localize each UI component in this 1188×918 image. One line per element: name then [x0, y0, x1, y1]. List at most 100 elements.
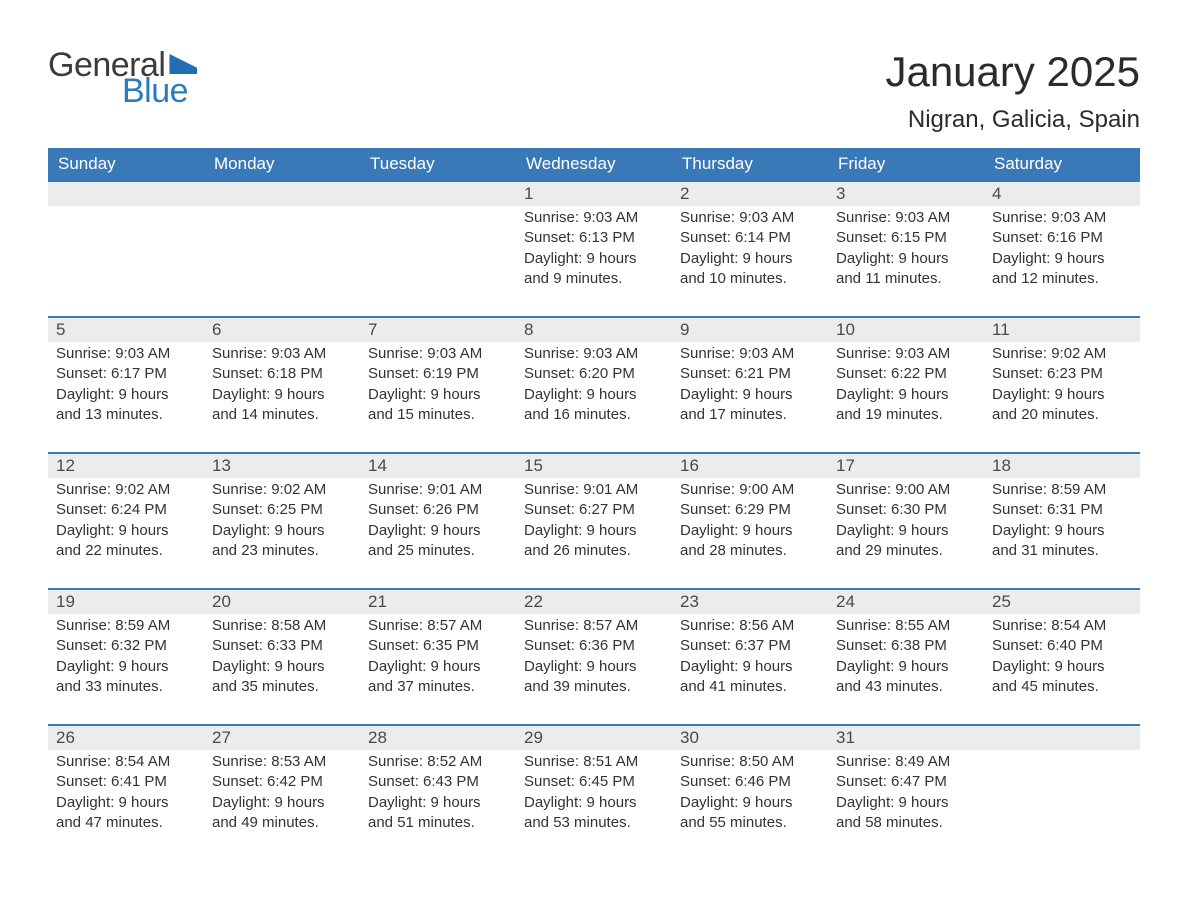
day-number: 17 [828, 454, 984, 478]
day-line: and 23 minutes. [212, 541, 352, 561]
week-row: 26Sunrise: 8:54 AMSunset: 6:41 PMDayligh… [48, 724, 1140, 860]
day-body: Sunrise: 9:01 AMSunset: 6:26 PMDaylight:… [360, 478, 516, 567]
day-cell: 3Sunrise: 9:03 AMSunset: 6:15 PMDaylight… [828, 180, 984, 316]
day-line: and 10 minutes. [680, 269, 820, 289]
day-line: Sunrise: 9:03 AM [836, 344, 976, 364]
day-line: Sunset: 6:16 PM [992, 228, 1132, 248]
day-line: Daylight: 9 hours [56, 793, 196, 813]
day-cell: 21Sunrise: 8:57 AMSunset: 6:35 PMDayligh… [360, 588, 516, 724]
day-line: Sunset: 6:35 PM [368, 636, 508, 656]
day-body: Sunrise: 8:57 AMSunset: 6:35 PMDaylight:… [360, 614, 516, 703]
day-number: 20 [204, 590, 360, 614]
day-line: Sunset: 6:43 PM [368, 772, 508, 792]
day-cell: 27Sunrise: 8:53 AMSunset: 6:42 PMDayligh… [204, 724, 360, 860]
day-line: Daylight: 9 hours [680, 521, 820, 541]
day-line: Sunrise: 8:54 AM [992, 616, 1132, 636]
day-line: Sunset: 6:40 PM [992, 636, 1132, 656]
day-line: and 37 minutes. [368, 677, 508, 697]
day-cell: 11Sunrise: 9:02 AMSunset: 6:23 PMDayligh… [984, 316, 1140, 452]
day-line: Sunset: 6:17 PM [56, 364, 196, 384]
day-number: 31 [828, 726, 984, 750]
day-line: Sunset: 6:21 PM [680, 364, 820, 384]
day-line: Sunset: 6:42 PM [212, 772, 352, 792]
day-line: Sunset: 6:33 PM [212, 636, 352, 656]
day-line: and 11 minutes. [836, 269, 976, 289]
day-line: and 51 minutes. [368, 813, 508, 833]
day-line: Sunrise: 8:51 AM [524, 752, 664, 772]
logo-text-blue: Blue [122, 74, 197, 108]
day-body: Sunrise: 9:00 AMSunset: 6:30 PMDaylight:… [828, 478, 984, 567]
day-line: and 25 minutes. [368, 541, 508, 561]
day-line: Sunset: 6:45 PM [524, 772, 664, 792]
day-number: 28 [360, 726, 516, 750]
day-line: Sunrise: 9:01 AM [368, 480, 508, 500]
day-cell: . [48, 180, 204, 316]
day-line: and 26 minutes. [524, 541, 664, 561]
day-line: and 53 minutes. [524, 813, 664, 833]
day-cell: 6Sunrise: 9:03 AMSunset: 6:18 PMDaylight… [204, 316, 360, 452]
day-number: 18 [984, 454, 1140, 478]
day-line: Daylight: 9 hours [524, 385, 664, 405]
day-number: 8 [516, 318, 672, 342]
day-header-wednesday: Wednesday [516, 148, 672, 180]
day-body: Sunrise: 8:56 AMSunset: 6:37 PMDaylight:… [672, 614, 828, 703]
day-number: 6 [204, 318, 360, 342]
day-line: Sunrise: 8:57 AM [368, 616, 508, 636]
day-line: and 43 minutes. [836, 677, 976, 697]
day-body: Sunrise: 9:01 AMSunset: 6:27 PMDaylight:… [516, 478, 672, 567]
day-body: Sunrise: 9:03 AMSunset: 6:18 PMDaylight:… [204, 342, 360, 431]
day-line: and 55 minutes. [680, 813, 820, 833]
day-line: and 49 minutes. [212, 813, 352, 833]
week-row: 12Sunrise: 9:02 AMSunset: 6:24 PMDayligh… [48, 452, 1140, 588]
day-line: Sunrise: 9:03 AM [992, 208, 1132, 228]
day-cell: 1Sunrise: 9:03 AMSunset: 6:13 PMDaylight… [516, 180, 672, 316]
day-header-tuesday: Tuesday [360, 148, 516, 180]
day-line: Sunset: 6:25 PM [212, 500, 352, 520]
day-body: Sunrise: 9:03 AMSunset: 6:19 PMDaylight:… [360, 342, 516, 431]
day-body: Sunrise: 8:51 AMSunset: 6:45 PMDaylight:… [516, 750, 672, 839]
day-header-sunday: Sunday [48, 148, 204, 180]
day-line: and 31 minutes. [992, 541, 1132, 561]
day-body: Sunrise: 8:59 AMSunset: 6:31 PMDaylight:… [984, 478, 1140, 567]
day-line: Sunset: 6:29 PM [680, 500, 820, 520]
day-number: 12 [48, 454, 204, 478]
day-body [984, 750, 1140, 758]
day-body: Sunrise: 8:54 AMSunset: 6:40 PMDaylight:… [984, 614, 1140, 703]
day-line: Sunset: 6:14 PM [680, 228, 820, 248]
day-cell: 31Sunrise: 8:49 AMSunset: 6:47 PMDayligh… [828, 724, 984, 860]
day-body: Sunrise: 8:54 AMSunset: 6:41 PMDaylight:… [48, 750, 204, 839]
day-number: 26 [48, 726, 204, 750]
day-line: and 45 minutes. [992, 677, 1132, 697]
day-cell: 20Sunrise: 8:58 AMSunset: 6:33 PMDayligh… [204, 588, 360, 724]
day-line: Daylight: 9 hours [56, 657, 196, 677]
day-line: Sunset: 6:38 PM [836, 636, 976, 656]
day-body: Sunrise: 9:02 AMSunset: 6:24 PMDaylight:… [48, 478, 204, 567]
day-line: Daylight: 9 hours [524, 657, 664, 677]
header: General Blue January 2025 Nigran, Galici… [48, 48, 1140, 134]
day-line: Daylight: 9 hours [212, 657, 352, 677]
day-line: Daylight: 9 hours [212, 793, 352, 813]
day-line: Sunrise: 9:02 AM [992, 344, 1132, 364]
day-line: Sunrise: 8:56 AM [680, 616, 820, 636]
logo: General Blue [48, 48, 197, 108]
day-line: Sunrise: 9:03 AM [524, 344, 664, 364]
day-line: Daylight: 9 hours [992, 657, 1132, 677]
day-number: 14 [360, 454, 516, 478]
day-cell: 12Sunrise: 9:02 AMSunset: 6:24 PMDayligh… [48, 452, 204, 588]
day-cell: 19Sunrise: 8:59 AMSunset: 6:32 PMDayligh… [48, 588, 204, 724]
day-cell: 8Sunrise: 9:03 AMSunset: 6:20 PMDaylight… [516, 316, 672, 452]
day-body: Sunrise: 8:53 AMSunset: 6:42 PMDaylight:… [204, 750, 360, 839]
day-line: Sunset: 6:20 PM [524, 364, 664, 384]
day-line: Sunrise: 8:50 AM [680, 752, 820, 772]
day-number: 1 [516, 182, 672, 206]
day-cell: 17Sunrise: 9:00 AMSunset: 6:30 PMDayligh… [828, 452, 984, 588]
day-cell: . [204, 180, 360, 316]
day-cell: 28Sunrise: 8:52 AMSunset: 6:43 PMDayligh… [360, 724, 516, 860]
day-number: 2 [672, 182, 828, 206]
day-body: Sunrise: 9:03 AMSunset: 6:17 PMDaylight:… [48, 342, 204, 431]
day-cell: 18Sunrise: 8:59 AMSunset: 6:31 PMDayligh… [984, 452, 1140, 588]
location: Nigran, Galicia, Spain [885, 106, 1140, 134]
logo-flag-icon [169, 54, 197, 74]
day-cell: 24Sunrise: 8:55 AMSunset: 6:38 PMDayligh… [828, 588, 984, 724]
day-line: Sunset: 6:26 PM [368, 500, 508, 520]
